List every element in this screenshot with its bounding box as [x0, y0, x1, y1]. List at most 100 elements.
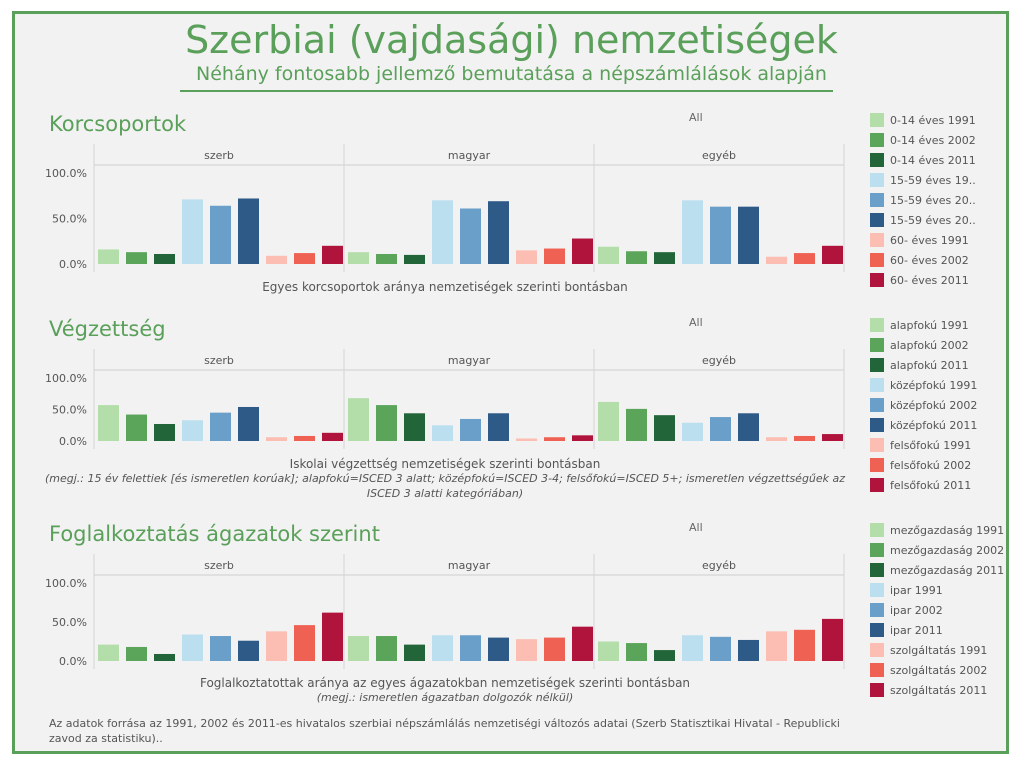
- legend-label: felsőfokú 1991: [890, 438, 972, 452]
- legend-swatch: [870, 623, 884, 637]
- legend-swatch: [870, 458, 884, 472]
- legend-item[interactable]: felsőfokú 2011: [870, 478, 971, 492]
- bar: [488, 201, 509, 264]
- bar: [154, 423, 175, 441]
- legend-item[interactable]: 0-14 éves 2011: [870, 153, 976, 167]
- legend-label: szolgáltatás 2002: [890, 663, 988, 677]
- legend-item[interactable]: ipar 1991: [870, 583, 943, 597]
- title-divider: [180, 90, 833, 92]
- legend-swatch: [870, 213, 884, 227]
- legend-item[interactable]: mezőgazdaság 2002: [870, 543, 1004, 557]
- legend-swatch: [870, 318, 884, 332]
- filter-label-vegzettseg[interactable]: All: [689, 316, 703, 329]
- y-tick-label: 100.0%: [45, 577, 87, 590]
- legend-item[interactable]: 60- éves 2011: [870, 273, 969, 287]
- legend-item[interactable]: szolgáltatás 1991: [870, 643, 987, 657]
- legend-item[interactable]: 60- éves 1991: [870, 233, 969, 247]
- legend-label: középfokú 1991: [890, 378, 978, 392]
- bar: [348, 636, 369, 661]
- legend-item[interactable]: középfokú 2011: [870, 418, 977, 432]
- bar: [682, 635, 703, 661]
- legend-swatch: [870, 153, 884, 167]
- panel-header-label: egyéb: [702, 149, 736, 162]
- legend-item[interactable]: mezőgazdaság 1991: [870, 523, 1004, 537]
- legend-item[interactable]: 15-59 éves 20..: [870, 193, 976, 207]
- bar: [266, 437, 287, 441]
- legend-item[interactable]: 15-59 éves 19..: [870, 173, 976, 187]
- bar: [294, 625, 315, 661]
- bar: [294, 435, 315, 441]
- bar: [516, 250, 537, 264]
- chart-caption-foglalkoztatas: Foglalkoztatottak aránya az egyes ágazat…: [199, 676, 691, 690]
- bar: [238, 406, 259, 441]
- legend-item[interactable]: szolgáltatás 2002: [870, 663, 987, 677]
- bar: [432, 635, 453, 661]
- legend-label: 0-14 éves 2002: [890, 133, 976, 147]
- bar: [154, 253, 175, 264]
- bar: [376, 405, 397, 441]
- legend-label: középfokú 2011: [890, 418, 978, 432]
- legend-label: mezőgazdaság 2011: [890, 563, 1005, 577]
- legend-label: ipar 2011: [890, 623, 943, 637]
- bar: [544, 248, 565, 264]
- legend-item[interactable]: felsőfokú 2002: [870, 458, 971, 472]
- legend-item[interactable]: alapfokú 1991: [870, 318, 969, 332]
- bar: [460, 208, 481, 264]
- bar: [98, 249, 119, 264]
- bar: [766, 631, 787, 661]
- panel-header-label: szerb: [204, 559, 234, 572]
- legend-label: felsőfokú 2002: [890, 458, 972, 472]
- bar: [516, 639, 537, 661]
- legend-swatch: [870, 478, 884, 492]
- bar: [822, 245, 843, 264]
- legend-item[interactable]: ipar 2011: [870, 623, 943, 637]
- y-tick-label: 50.0%: [52, 616, 87, 629]
- bar: [404, 254, 425, 264]
- panel-header-label: egyéb: [702, 559, 736, 572]
- bar: [348, 398, 369, 441]
- legend-swatch: [870, 603, 884, 617]
- legend-item[interactable]: középfokú 1991: [870, 378, 977, 392]
- bar: [710, 417, 731, 441]
- panel-header-label: magyar: [448, 559, 491, 572]
- bar: [432, 200, 453, 264]
- legend-item[interactable]: szolgáltatás 2011: [870, 683, 987, 697]
- bar: [654, 650, 675, 661]
- legend-label: 60- éves 1991: [890, 233, 969, 247]
- bar: [126, 646, 147, 661]
- bar: [598, 641, 619, 661]
- legend-item[interactable]: alapfokú 2011: [870, 358, 969, 372]
- legend-swatch: [870, 113, 884, 127]
- legend-item[interactable]: alapfokú 2002: [870, 338, 969, 352]
- panel-header-label: magyar: [448, 149, 491, 162]
- bar: [738, 413, 759, 441]
- bar: [376, 253, 397, 264]
- legend-item[interactable]: ipar 2002: [870, 603, 943, 617]
- page-title: Szerbiai (vajdasági) nemzetiségek: [185, 18, 838, 62]
- chart-foglalkoztatas: szerb magyar egyéb 100.0% 50.0% 0.0%: [45, 554, 845, 669]
- bar: [432, 425, 453, 441]
- bar: [322, 612, 343, 661]
- legend-swatch: [870, 563, 884, 577]
- data-source-note: Az adatok forrása az 1991, 2002 és 2011-…: [49, 717, 840, 745]
- filter-label-foglalkoztatas[interactable]: All: [689, 521, 703, 534]
- chart-vegzettseg: szerb magyar egyéb 100.0% 50.0% 0.0%: [45, 349, 845, 449]
- bar: [488, 637, 509, 661]
- filter-label-korcsoportok[interactable]: All: [689, 111, 703, 124]
- legend-item[interactable]: mezőgazdaság 2011: [870, 563, 1004, 577]
- legend-item[interactable]: 0-14 éves 2002: [870, 133, 976, 147]
- legend-item[interactable]: 60- éves 2002: [870, 253, 969, 267]
- legend-item[interactable]: 0-14 éves 1991: [870, 113, 976, 127]
- legend-swatch: [870, 523, 884, 537]
- bar: [460, 418, 481, 441]
- legend-swatch: [870, 193, 884, 207]
- section-title-korcsoportok: Korcsoportok: [49, 112, 187, 136]
- legend-item[interactable]: 15-59 éves 20..: [870, 213, 976, 227]
- bar: [654, 252, 675, 264]
- chart-korcsoportok: szerb magyar egyéb 100.0% 50.0% 0.0%: [45, 144, 845, 272]
- bar: [404, 644, 425, 661]
- legend-item[interactable]: felsőfokú 1991: [870, 438, 971, 452]
- legend-item[interactable]: középfokú 2002: [870, 398, 977, 412]
- legend-swatch: [870, 378, 884, 392]
- bar: [572, 238, 593, 264]
